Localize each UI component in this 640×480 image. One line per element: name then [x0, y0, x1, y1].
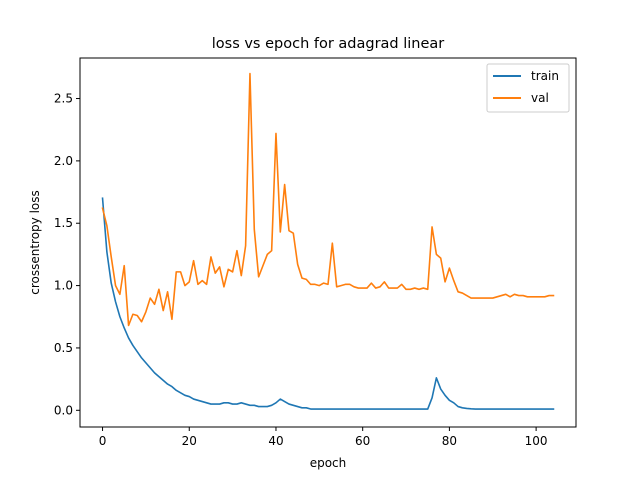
x-tick-label: 80	[442, 434, 457, 448]
series-layer	[101, 72, 555, 410]
ticks-layer: 0 20 40 60 80 100 0.0 0.5 1.0 1.5 2.0 2.5	[54, 92, 548, 448]
y-tick-label: 1.5	[54, 216, 73, 230]
x-axis-title: epoch	[310, 456, 347, 470]
y-tick-label: 0.0	[54, 403, 73, 417]
y-tick-label: 2.0	[54, 154, 73, 168]
y-tick-label: 1.0	[54, 279, 73, 293]
chart-title: loss vs epoch for adagrad linear	[212, 36, 445, 52]
series-line-train	[101, 197, 555, 410]
x-tick-label: 100	[525, 434, 548, 448]
legend-label-val: val	[531, 91, 549, 105]
legend: train val	[486, 63, 570, 113]
x-tick-label: 20	[182, 434, 197, 448]
series-line-val	[101, 72, 555, 327]
y-tick-label: 2.5	[54, 92, 73, 106]
plot-frame	[79, 57, 577, 428]
legend-label-train: train	[531, 69, 559, 83]
x-tick-label: 60	[355, 434, 370, 448]
y-axis-title: crossentropy loss	[28, 190, 42, 295]
x-tick-label: 40	[268, 434, 283, 448]
x-tick-label: 0	[99, 434, 107, 448]
y-tick-label: 0.5	[54, 341, 73, 355]
